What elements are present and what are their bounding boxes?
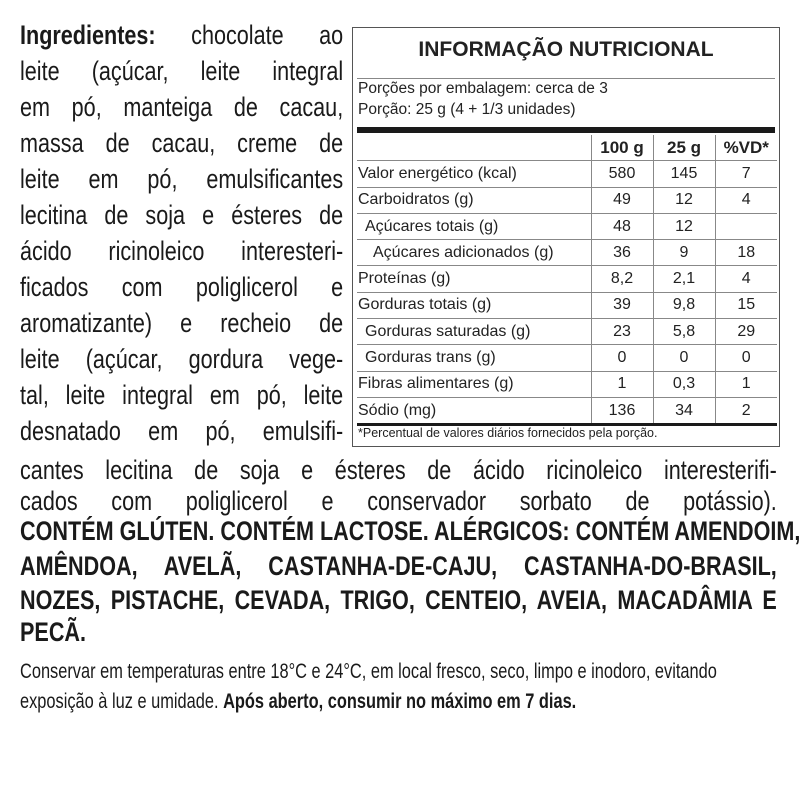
- value-100g: 136: [590, 397, 653, 427]
- value-vd: 2: [714, 397, 777, 427]
- value-25g: 9,8: [652, 292, 715, 320]
- ingredients-label: Ingredientes:: [20, 20, 156, 50]
- value-vd: 7: [714, 160, 777, 188]
- allergen-line: NOZES, PISTACHE, CEVADA, TRIGO, CENTEIO,…: [20, 585, 777, 615]
- value-100g: 1: [590, 371, 653, 398]
- nutrient-name: Fibras alimentares (g): [357, 371, 591, 398]
- value-vd: 18: [714, 239, 777, 267]
- ingredients-line: leite em pó, emulsificantes: [20, 164, 344, 194]
- ingredients-line: Ingredientes: chocolate ao: [20, 20, 343, 50]
- nutrition-grid: 100 g 25 g %VD* Valor energético (kcal) …: [357, 135, 777, 427]
- table-row: Fibras alimentares (g) 1 0,3 1: [357, 371, 777, 398]
- nutrient-name: Sódio (mg): [357, 397, 591, 427]
- nutrient-name: Carboidratos (g): [357, 187, 591, 214]
- ingredients-line: cantes lecitina de soja e ésteres de áci…: [20, 455, 777, 485]
- nutrient-name: Gorduras saturadas (g): [357, 318, 591, 346]
- storage-line: Conservar em temperaturas entre 18°C e 2…: [20, 660, 717, 683]
- ingredients-line: lecitina de soja e ésteres de: [20, 200, 344, 230]
- value-100g: 0: [590, 344, 653, 372]
- table-row: Carboidratos (g) 49 12 4: [357, 187, 777, 214]
- value-25g: 12: [652, 187, 715, 214]
- value-100g: 49: [590, 187, 653, 214]
- footnote: *Percentual de valores diários fornecido…: [358, 426, 658, 440]
- allergen-line: CONTÉM GLÚTEN. CONTÉM LACTOSE. ALÉRGICOS…: [20, 516, 800, 546]
- value-vd: 4: [714, 265, 777, 293]
- ingredients-line: massa de cacau, creme de: [20, 128, 344, 158]
- storage-text: exposição à luz e umidade.: [20, 690, 219, 713]
- col-vd: %VD*: [714, 135, 777, 162]
- value-vd: 4: [714, 187, 777, 214]
- value-100g: 48: [590, 213, 653, 241]
- table-row: Valor energético (kcal) 580 145 7: [357, 160, 777, 188]
- ingredients-line: desnatado em pó, emulsifi-: [20, 416, 344, 446]
- ingredients-line: tal, leite integral em pó, leite: [20, 380, 344, 410]
- servings-per-package: Porções por embalagem: cerca de 3: [358, 80, 608, 97]
- value-100g: 8,2: [590, 265, 653, 293]
- value-100g: 580: [590, 160, 653, 188]
- nutrient-name: Valor energético (kcal): [357, 160, 591, 188]
- col-25g: 25 g: [652, 135, 715, 162]
- ingredients-text-start: chocolate ao: [191, 20, 344, 50]
- nutrient-name: Açúcares adicionados (g): [357, 239, 591, 267]
- value-vd: 29: [714, 318, 777, 346]
- value-25g: 9: [652, 239, 715, 267]
- nutrient-name: Gorduras trans (g): [357, 344, 591, 372]
- after-opening-warning: Após aberto, consumir no máximo em 7 dia…: [223, 690, 577, 713]
- allergen-line: PECÃ.: [20, 617, 87, 647]
- value-vd: 1: [714, 371, 777, 398]
- value-100g: 23: [590, 318, 653, 346]
- value-25g: 5,8: [652, 318, 715, 346]
- thick-divider: [357, 127, 775, 133]
- storage-line: exposição à luz e umidade. Após aberto, …: [20, 687, 576, 717]
- nutrient-name: Açúcares totais (g): [357, 213, 591, 241]
- table-row: Proteínas (g) 8,2 2,1 4: [357, 265, 777, 293]
- value-100g: 39: [590, 292, 653, 320]
- value-vd: 0: [714, 344, 777, 372]
- table-row: Sódio (mg) 136 34 2: [357, 397, 777, 427]
- value-25g: 2,1: [652, 265, 715, 293]
- table-row: Gorduras saturadas (g) 23 5,8 29: [357, 318, 777, 346]
- ingredients-line: leite (açúcar, gordura vege-: [20, 344, 344, 374]
- ingredients-line: em pó, manteiga de cacau,: [20, 92, 344, 122]
- nutrient-name: Proteínas (g): [357, 265, 591, 293]
- value-25g: 0,3: [652, 371, 715, 398]
- ingredients-line: ficados com poliglicerol e: [20, 272, 344, 302]
- nutrition-facts-table: INFORMAÇÃO NUTRICIONAL Porções por embal…: [352, 27, 780, 447]
- nutrient-name: Gorduras totais (g): [357, 292, 591, 320]
- ingredients-line: cados com poliglicerol e conservador sor…: [20, 486, 777, 516]
- value-25g: 34: [652, 397, 715, 427]
- ingredients-line: leite (açúcar, leite integral: [20, 56, 344, 86]
- table-row: Açúcares totais (g) 48 12: [357, 213, 777, 241]
- allergen-line: AMÊNDOA, AVELÃ, CASTANHA-DE-CAJU, CASTAN…: [20, 551, 777, 581]
- ingredients-line: aromatizante) e recheio de: [20, 308, 344, 338]
- header-blank: [357, 135, 591, 162]
- table-row: Gorduras totais (g) 39 9,8 15: [357, 292, 777, 320]
- portion-size: Porção: 25 g (4 + 1/3 unidades): [358, 101, 576, 118]
- value-100g: 36: [590, 239, 653, 267]
- ingredients-line: ácido ricinoleico interesteri-: [20, 236, 344, 266]
- nutrition-title: INFORMAÇÃO NUTRICIONAL: [418, 38, 714, 61]
- value-25g: 145: [652, 160, 715, 188]
- col-100g: 100 g: [590, 135, 653, 162]
- value-25g: 12: [652, 213, 715, 241]
- value-vd: [714, 213, 777, 241]
- table-row: Gorduras trans (g) 0 0 0: [357, 344, 777, 372]
- value-25g: 0: [652, 344, 715, 372]
- value-vd: 15: [714, 292, 777, 320]
- divider: [357, 78, 775, 79]
- table-row: Açúcares adicionados (g) 36 9 18: [357, 239, 777, 267]
